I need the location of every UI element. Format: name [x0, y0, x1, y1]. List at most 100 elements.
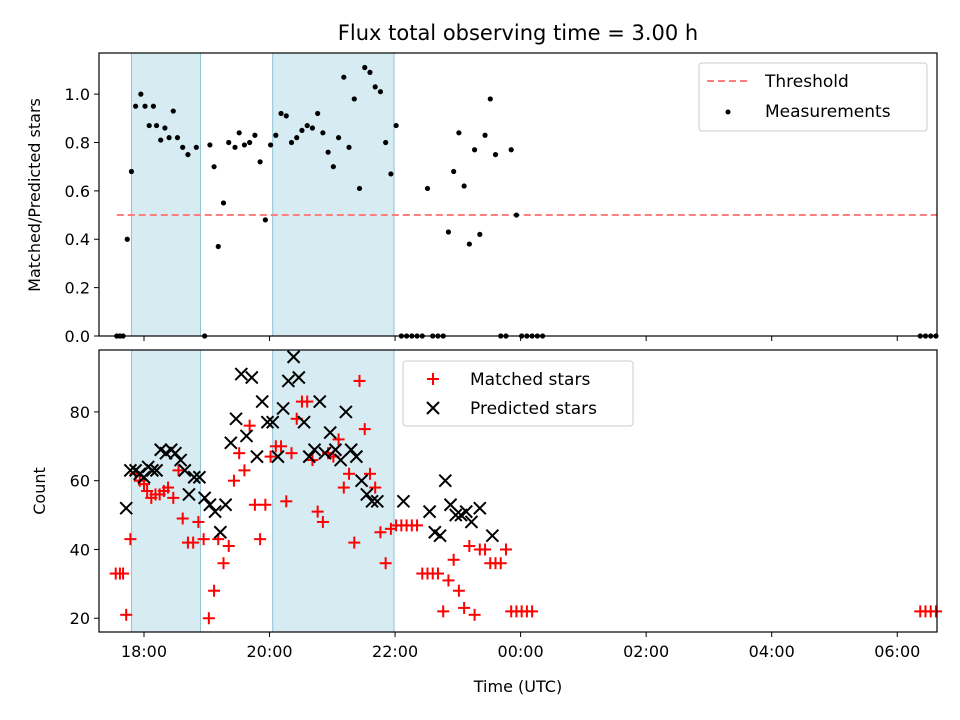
legend-predicted-swatch	[426, 401, 440, 415]
matched-star-marker	[264, 450, 277, 463]
predicted-star-marker	[485, 529, 500, 543]
top-chart-title: Flux total observing time = 3.00 h	[338, 21, 698, 45]
predicted-star-marker	[178, 463, 192, 478]
predicted-star-marker	[203, 498, 217, 512]
matched-star-marker	[280, 495, 293, 508]
measurement-point	[388, 171, 394, 177]
matched-star-marker	[285, 447, 298, 460]
measurement-point	[466, 241, 472, 247]
top-legend: Threshold Measurements	[698, 62, 928, 132]
bottom-x-tick-label: 02:00	[623, 642, 669, 661]
predicted-star-marker	[449, 508, 463, 522]
measurement-point	[220, 200, 227, 206]
measurement-point	[262, 217, 268, 223]
predicted-star-marker	[333, 453, 348, 467]
top-y-axis: 0.0 0.2 0.4 0.6 0.8 1.0	[65, 85, 99, 346]
matched-star-marker	[227, 474, 240, 487]
measurement-point	[346, 144, 352, 150]
bottom-y-tick-label: 40	[70, 540, 90, 559]
measurement-point	[128, 168, 135, 175]
measurement-point	[158, 137, 164, 143]
measurement-point	[341, 74, 347, 80]
predicted-star-marker	[255, 394, 269, 409]
matched-star-marker	[275, 440, 288, 453]
measurement-point	[424, 185, 431, 192]
predicted-star-marker	[245, 370, 259, 385]
legend-measurements-swatch	[725, 109, 731, 115]
matched-star-marker	[301, 395, 314, 408]
predicted-star-marker	[286, 350, 301, 364]
matched-star-marker	[233, 447, 246, 460]
measurement-point	[278, 110, 284, 117]
measurement-point	[309, 125, 316, 131]
predicted-star-marker	[271, 449, 285, 464]
bottom-x-tick-label: 22:00	[372, 642, 418, 661]
predicted-star-marker	[250, 449, 264, 464]
measurement-point	[180, 144, 186, 150]
measurement-point	[315, 110, 321, 117]
measurement-point	[153, 122, 160, 129]
measurement-point	[226, 139, 232, 146]
predicted-star-marker	[318, 446, 332, 460]
predicted-star-marker	[182, 487, 196, 502]
measurement-point	[193, 144, 199, 150]
predicted-star-marker	[239, 429, 254, 443]
matched-star-marker	[243, 419, 256, 432]
measurement-point	[170, 108, 176, 114]
top-x-axis	[143, 336, 898, 341]
measurement-point	[325, 149, 331, 155]
measurement-point	[207, 142, 213, 148]
matched-star-marker	[311, 505, 324, 518]
measurement-point	[247, 139, 253, 146]
matched-star-marker	[337, 481, 350, 494]
matched-star-marker	[120, 608, 133, 621]
predicted-star-marker	[192, 470, 207, 484]
matched-star-marker	[348, 536, 361, 549]
top-y-tick-label: 0.2	[65, 279, 90, 298]
matched-star-marker	[248, 498, 261, 511]
matched-star-marker	[172, 464, 185, 477]
matched-star-marker	[332, 433, 345, 446]
top-plot-frame	[98, 52, 938, 337]
measurement-point	[320, 130, 326, 136]
predicted-star-marker	[197, 491, 212, 505]
measurement-point	[492, 151, 499, 158]
measurement-point	[162, 125, 168, 131]
matched-star-marker	[499, 543, 512, 556]
top-y-tick-label: 0.6	[65, 182, 90, 201]
matched-star-marker	[316, 515, 329, 528]
legend-threshold-label: Threshold	[764, 72, 849, 92]
measurement-point	[456, 130, 462, 136]
predicted-star-marker	[438, 473, 452, 488]
predicted-star-marker	[208, 504, 222, 519]
predicted-star-marker	[443, 498, 458, 512]
predicted-star-marker	[281, 374, 296, 388]
measurement-point	[283, 113, 289, 119]
bottom-legend: Matched stars Predicted stars	[402, 360, 634, 427]
predicted-star-marker	[307, 443, 322, 457]
predicted-star-marker	[433, 529, 447, 543]
bottom-y-tick-label: 60	[70, 472, 90, 491]
predicted-star-marker	[145, 463, 160, 478]
matched-star-marker	[479, 543, 492, 556]
predicted-star-marker	[370, 494, 384, 509]
matched-star-marker	[187, 536, 200, 549]
matched-star-marker	[137, 478, 150, 491]
matched-star-marker	[217, 557, 230, 570]
matched-star-marker	[117, 567, 130, 580]
measurement-point	[241, 142, 248, 148]
matched-star-marker	[458, 601, 471, 614]
measurement-point	[335, 135, 342, 141]
matched-star-marker	[447, 553, 460, 566]
measurement-point	[146, 122, 152, 129]
predicted-star-marker	[323, 425, 337, 440]
matched-star-marker	[374, 526, 387, 539]
matched-star-marker	[202, 612, 215, 625]
measurement-point	[304, 122, 310, 129]
legend-matched-swatch	[427, 373, 439, 385]
matched-star-marker	[442, 574, 455, 587]
predicted-star-marker	[218, 498, 233, 512]
measurement-point	[142, 103, 148, 109]
top-legend-box	[698, 62, 928, 132]
measurement-point	[267, 142, 274, 148]
